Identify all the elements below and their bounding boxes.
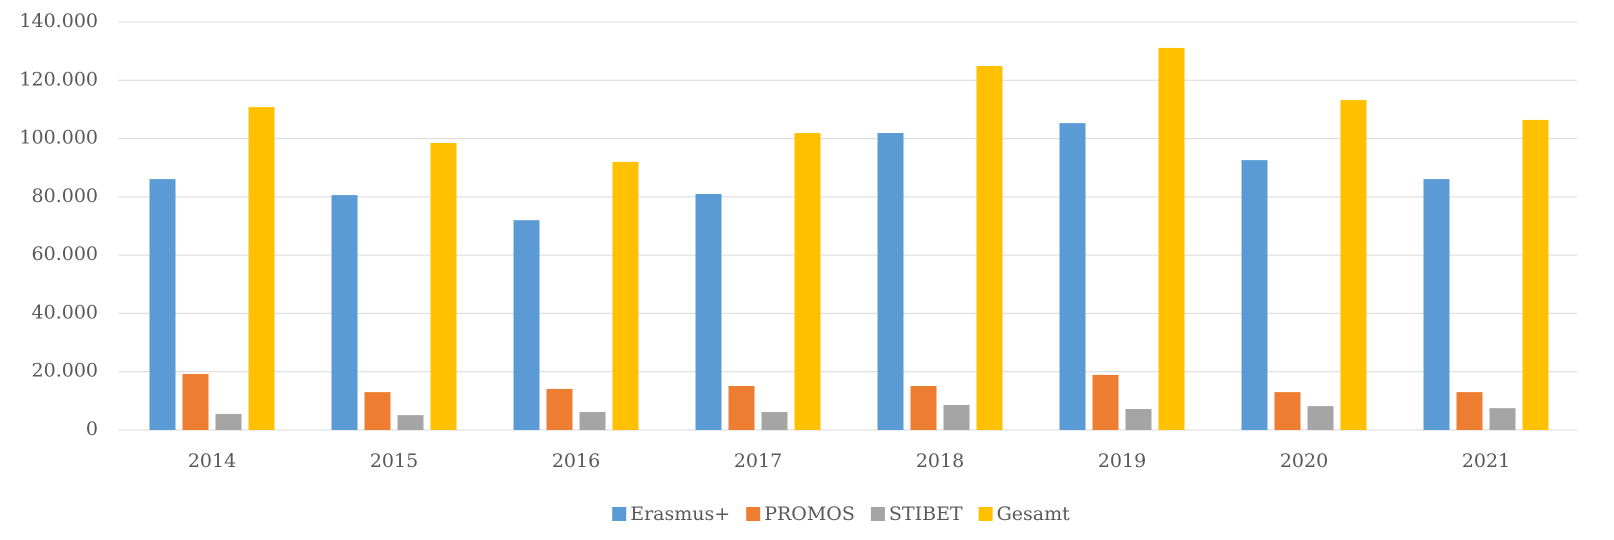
y-tick-label: 20.000 [32, 360, 98, 382]
bar [397, 415, 424, 430]
bar [579, 411, 606, 430]
bar [976, 66, 1003, 431]
bar [430, 142, 457, 430]
bar [1423, 179, 1450, 430]
bar [1125, 409, 1152, 430]
bar [1489, 408, 1516, 430]
y-tick-label: 100.000 [19, 127, 98, 149]
bar [182, 374, 209, 430]
x-tick-label: 2015 [370, 450, 418, 472]
bar [794, 133, 821, 430]
bar [612, 161, 639, 430]
legend-swatch [978, 507, 993, 521]
bar [1274, 392, 1301, 430]
bar [546, 388, 573, 430]
legend-label: Erasmus+ [630, 503, 730, 525]
bar [215, 413, 242, 430]
bar [1241, 160, 1268, 430]
bar [695, 193, 722, 430]
x-tick-label: 2014 [188, 450, 236, 472]
x-tick-label: 2016 [552, 450, 600, 472]
x-tick-label: 2018 [916, 450, 964, 472]
bar [910, 385, 937, 430]
legend-label: PROMOS [764, 503, 855, 525]
bar [364, 392, 391, 430]
bar [1307, 406, 1334, 430]
legend-swatch [746, 507, 761, 521]
x-tick-label: 2021 [1462, 450, 1510, 472]
y-tick-label: 80.000 [32, 185, 98, 207]
y-tick-label: 140.000 [19, 10, 98, 32]
y-tick-label: 120.000 [19, 68, 98, 90]
bar [1522, 119, 1549, 431]
bar [331, 195, 358, 430]
y-tick-label: 0 [86, 418, 98, 440]
x-tick-label: 2019 [1098, 450, 1146, 472]
bar [1158, 47, 1185, 431]
bar [877, 133, 904, 430]
legend-label: STIBET [889, 503, 963, 525]
bar [943, 404, 970, 430]
x-tick-label: 2017 [734, 450, 782, 472]
bar [1059, 123, 1086, 430]
y-tick-label: 60.000 [32, 243, 98, 265]
bar [728, 385, 755, 430]
bar [1456, 392, 1483, 430]
y-tick-label: 40.000 [32, 301, 98, 323]
legend-label: Gesamt [997, 503, 1071, 525]
bar [761, 411, 788, 430]
bar [248, 107, 275, 431]
bar [513, 220, 540, 430]
legend-swatch [870, 507, 885, 521]
x-tick-label: 2020 [1280, 450, 1328, 472]
bar [1340, 100, 1367, 431]
legend-swatch [612, 507, 627, 521]
bar [149, 179, 176, 430]
bar [1092, 374, 1119, 430]
